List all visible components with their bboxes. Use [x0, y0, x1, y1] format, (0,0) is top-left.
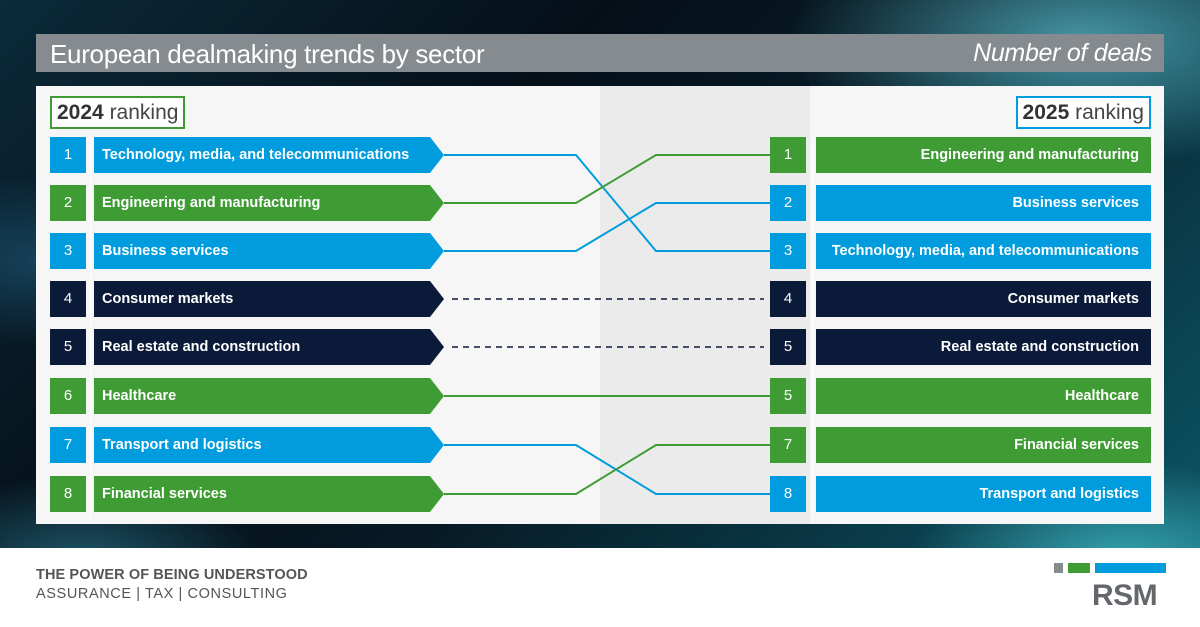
- right-rank-number: 2: [770, 185, 806, 221]
- page-subtitle: Number of deals: [973, 39, 1152, 67]
- footer-tagline: THE POWER OF BEING UNDERSTOOD: [36, 567, 308, 583]
- connector-line: [444, 444, 770, 495]
- right-rank-number: 4: [770, 281, 806, 317]
- left-rank-number: 7: [50, 427, 86, 463]
- right-separator: [812, 138, 813, 518]
- left-ranking-year: 2024: [57, 101, 104, 124]
- connector-line: [444, 202, 770, 252]
- right-rank-number: 5: [770, 329, 806, 365]
- right-ranking-label: 2025 ranking: [1015, 96, 1151, 129]
- right-ranking-word: ranking: [1075, 101, 1144, 124]
- right-ranking-year: 2025: [1022, 101, 1070, 124]
- connector-line: [444, 154, 770, 252]
- right-rank-number: 5: [770, 378, 806, 414]
- left-sector-bar: Healthcare: [94, 378, 444, 414]
- left-sector-bar: Financial services: [94, 476, 444, 512]
- right-sector-bar: Healthcare: [816, 378, 1151, 414]
- right-sector-bar: Financial services: [816, 427, 1151, 463]
- left-sector-bar: Real estate and construction: [94, 329, 444, 365]
- title-bar: European dealmaking trends by sector Num…: [36, 34, 1164, 72]
- footer-services: ASSURANCE | TAX | CONSULTING: [36, 586, 288, 602]
- right-sector-bar: Technology, media, and telecommunication…: [816, 233, 1151, 269]
- left-rank-number: 3: [50, 233, 86, 269]
- right-rank-number: 1: [770, 137, 806, 173]
- right-sector-bar: Business services: [816, 185, 1151, 221]
- left-rank-number: 4: [50, 281, 86, 317]
- rsm-logo: RSM: [1054, 563, 1166, 612]
- left-sector-bar: Transport and logistics: [94, 427, 444, 463]
- left-sector-bar: Business services: [94, 233, 444, 269]
- connector-lines: [444, 154, 770, 495]
- connector-line: [444, 154, 770, 204]
- left-rank-number: 1: [50, 137, 86, 173]
- left-sector-bar: Consumer markets: [94, 281, 444, 317]
- right-rank-number: 7: [770, 427, 806, 463]
- left-sector-bar: Engineering and manufacturing: [94, 185, 444, 221]
- connector-line: [444, 444, 770, 495]
- logo-green-block: [1068, 563, 1090, 573]
- left-rank-number: 6: [50, 378, 86, 414]
- right-sector-bar: Consumer markets: [816, 281, 1151, 317]
- left-rank-number: 5: [50, 329, 86, 365]
- left-ranking-label: 2024 ranking: [50, 96, 186, 129]
- right-sector-bar: Real estate and construction: [816, 329, 1151, 365]
- logo-gray-block: [1054, 563, 1063, 573]
- logo-text: RSM: [1092, 579, 1158, 612]
- left-ranking-word: ranking: [109, 101, 179, 124]
- ranking-panel: 2024 ranking 2025 ranking 1 Technology, m…: [36, 86, 1164, 524]
- right-sector-bar: Engineering and manufacturing: [816, 137, 1151, 173]
- right-rank-number: 3: [770, 233, 806, 269]
- left-rank-number: 8: [50, 476, 86, 512]
- right-sector-bar: Transport and logistics: [816, 476, 1151, 512]
- left-rank-number: 2: [50, 185, 86, 221]
- right-rank-number: 8: [770, 476, 806, 512]
- left-sector-bar: Technology, media, and telecommunication…: [94, 137, 444, 173]
- page-title: European dealmaking trends by sector: [50, 39, 485, 69]
- logo-blue-block: [1095, 563, 1166, 573]
- left-separator: [90, 138, 91, 518]
